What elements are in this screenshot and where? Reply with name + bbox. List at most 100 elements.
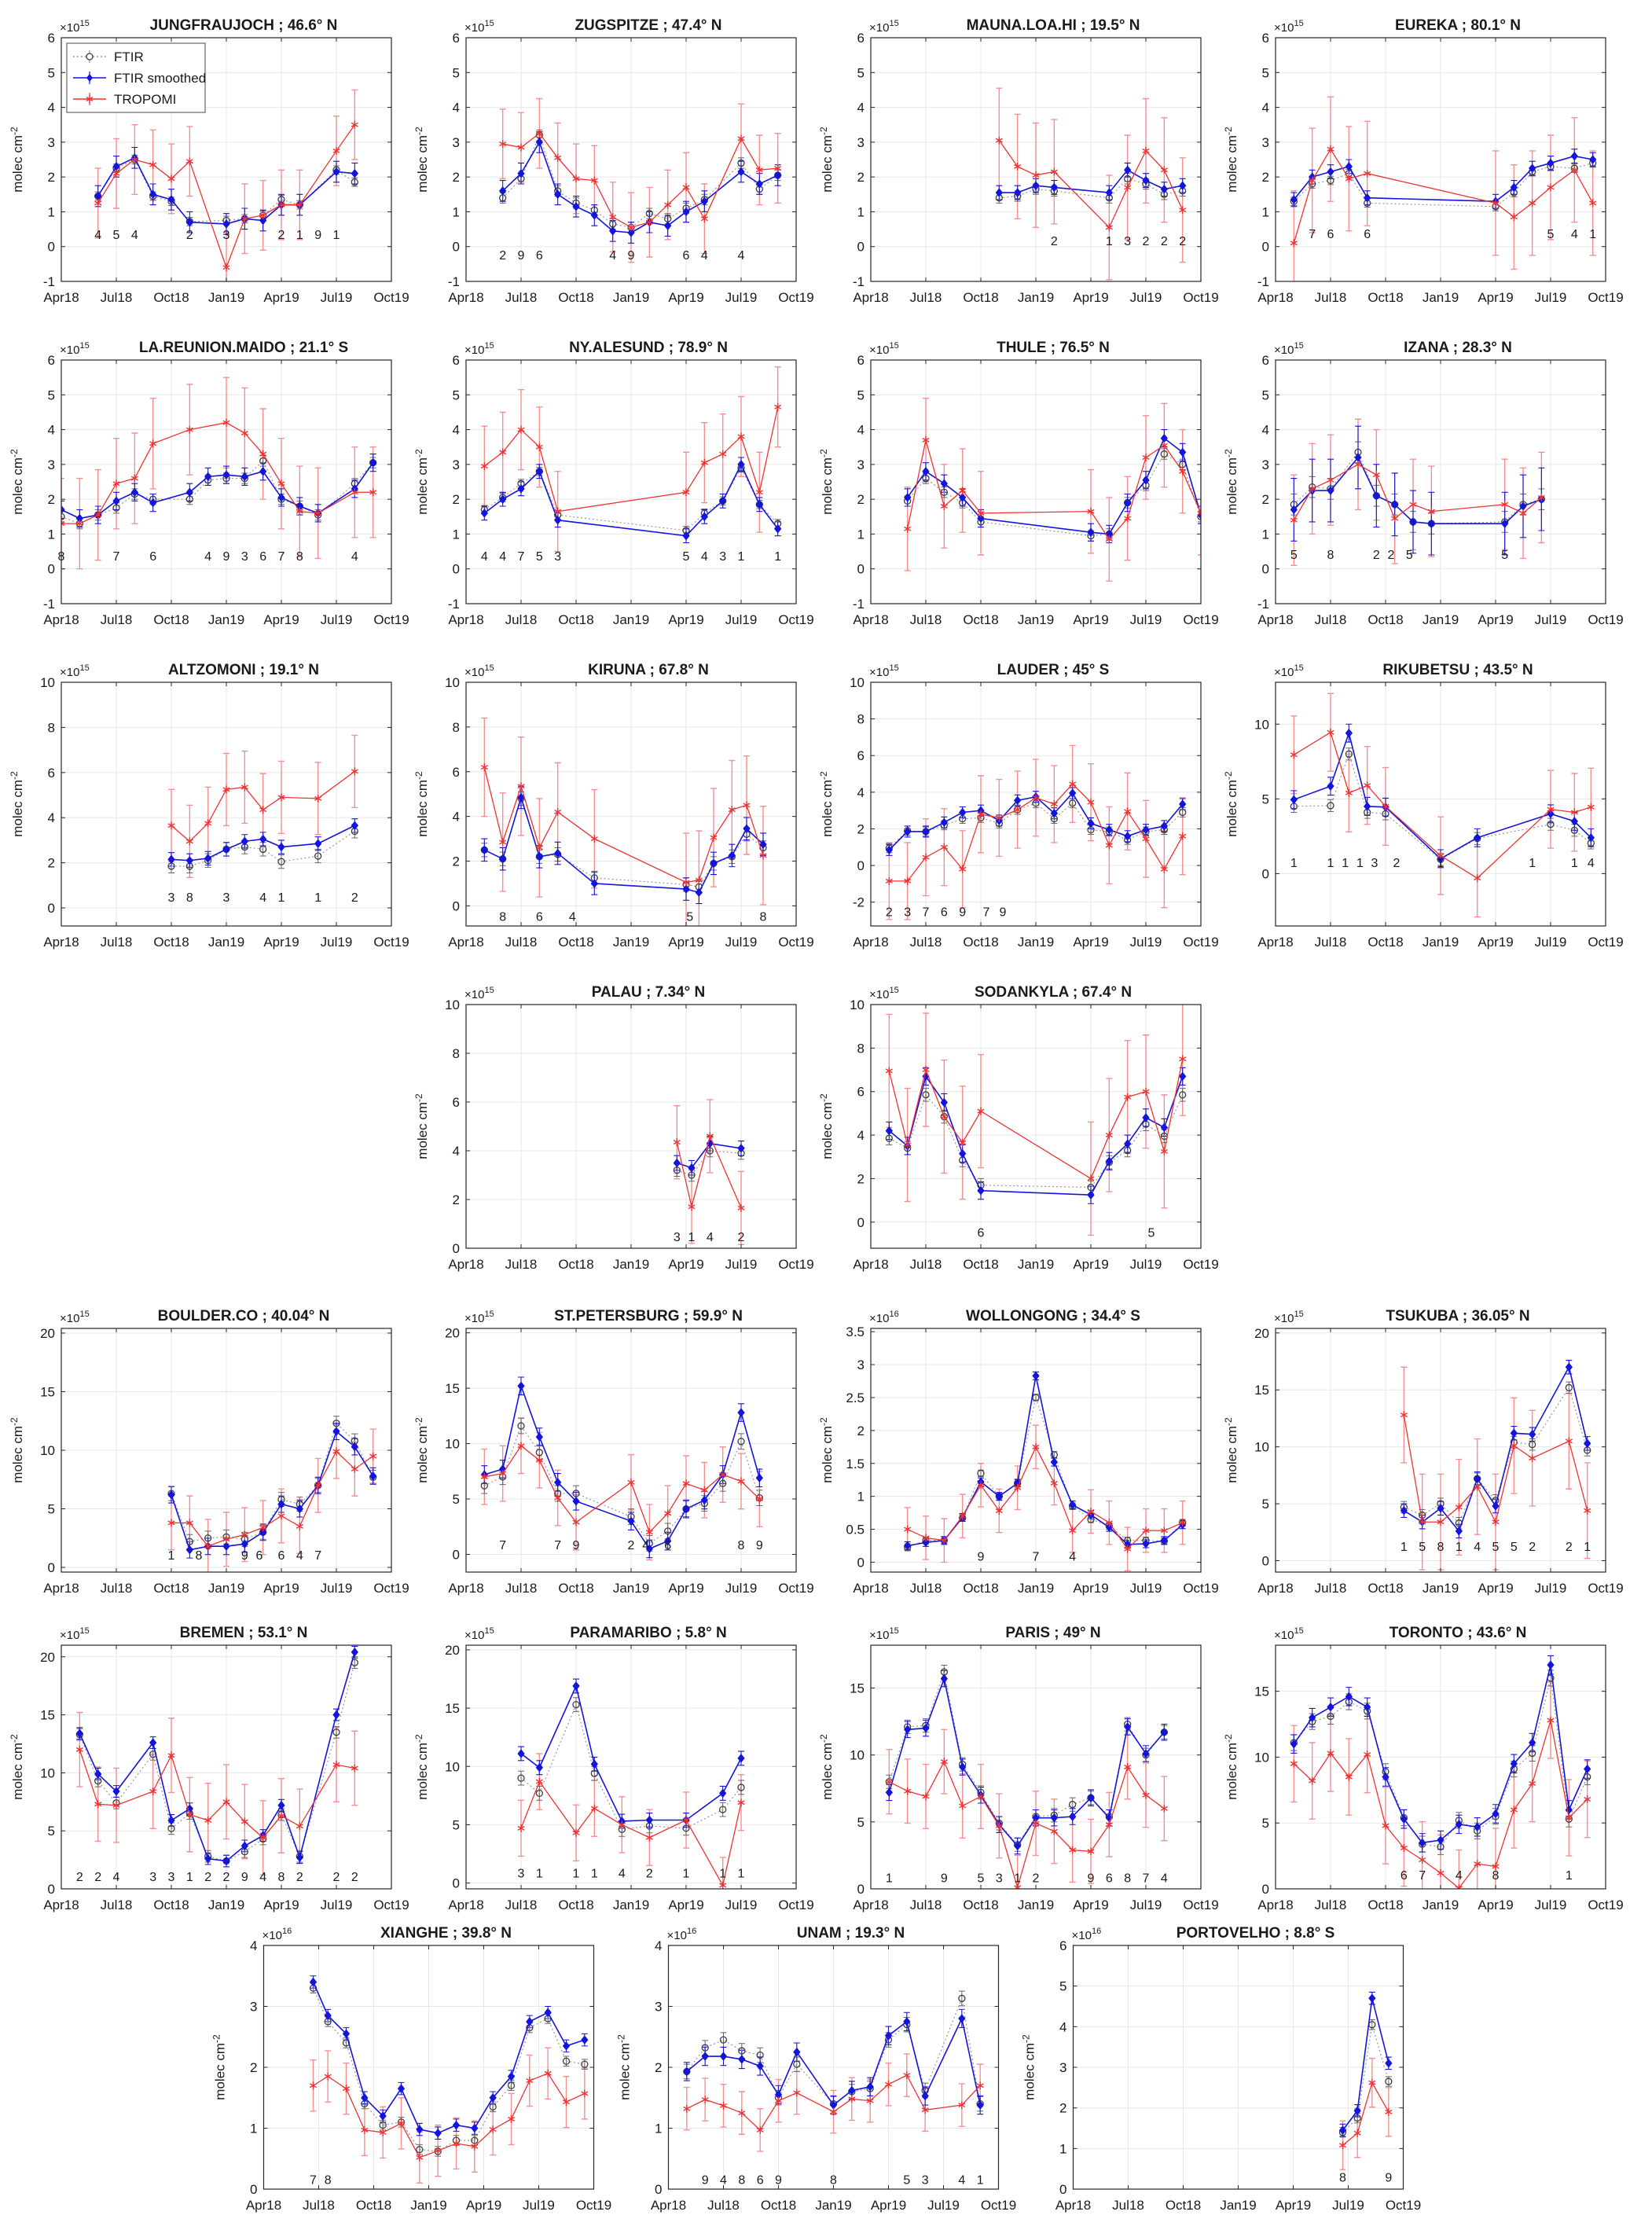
svg-text:4: 4 bbox=[707, 1231, 714, 1244]
svg-text:5: 5 bbox=[536, 550, 543, 564]
asterisk-markers bbox=[885, 1055, 1187, 1183]
svg-text:2: 2 bbox=[646, 1868, 653, 1881]
svg-text:0: 0 bbox=[48, 240, 55, 255]
svg-text:Oct18: Oct18 bbox=[153, 290, 189, 305]
svg-text:0: 0 bbox=[453, 898, 460, 913]
svg-text:5: 5 bbox=[48, 388, 55, 402]
asterisk-markers bbox=[75, 1745, 358, 1842]
svg-text:0: 0 bbox=[1262, 562, 1269, 577]
svg-text:7: 7 bbox=[1309, 228, 1316, 241]
svg-text:7: 7 bbox=[554, 1539, 561, 1552]
error-bars bbox=[310, 1982, 588, 2157]
plot-area bbox=[1290, 1655, 1591, 1889]
axes: Apr18 Jul18 Oct18 Jan19 Apr19 Jul19 Oct19-1012… bbox=[43, 31, 409, 305]
svg-text:Apr19: Apr19 bbox=[668, 1257, 703, 1272]
axes: Apr18 Jul18 Oct18 Jan19 Apr19 Jul19 Oct19 0 5 10 1… bbox=[1254, 1644, 1624, 1912]
svg-text:9: 9 bbox=[959, 906, 966, 920]
svg-text:Apr18: Apr18 bbox=[853, 1581, 888, 1596]
svg-text:5: 5 bbox=[113, 229, 120, 242]
svg-text:Apr18: Apr18 bbox=[43, 290, 79, 305]
svg-text:3: 3 bbox=[1371, 857, 1379, 870]
svg-text:8: 8 bbox=[857, 712, 865, 727]
svg-text:1: 1 bbox=[536, 1868, 543, 1881]
svg-text:2: 2 bbox=[1059, 2101, 1066, 2116]
subplot-title: TORONTO ; 43.6° N bbox=[1390, 1625, 1527, 1641]
svg-text:Jul19: Jul19 bbox=[927, 2198, 960, 2213]
svg-text:Jan19: Jan19 bbox=[1018, 1257, 1054, 1272]
svg-text:6: 6 bbox=[259, 550, 266, 564]
svg-text:10: 10 bbox=[445, 675, 460, 690]
svg-text:1: 1 bbox=[857, 1490, 865, 1504]
svg-text:-1: -1 bbox=[1257, 274, 1269, 289]
error-bars bbox=[904, 1424, 1186, 1572]
svg-text:Oct18: Oct18 bbox=[963, 1581, 998, 1596]
svg-text:1: 1 bbox=[186, 1871, 193, 1884]
svg-text:3: 3 bbox=[655, 2000, 662, 2015]
svg-text:-1: -1 bbox=[1257, 597, 1269, 612]
svg-text:Oct18: Oct18 bbox=[963, 1898, 998, 1912]
axes: Apr18 Jul18 Oct18 Jan19 Apr19 Jul19 Oct19 0 1 2 3 4 bbox=[651, 1938, 1016, 2213]
y-exponent: ×1015 bbox=[60, 1310, 90, 1325]
svg-text:20: 20 bbox=[445, 1643, 460, 1658]
svg-text:4: 4 bbox=[720, 2173, 727, 2187]
svg-text:2: 2 bbox=[857, 1424, 865, 1438]
svg-text:Oct18: Oct18 bbox=[1367, 1898, 1403, 1912]
svg-text:1: 1 bbox=[683, 1868, 690, 1881]
axes: Apr18 Jul18 Oct18 Jan19 Apr19 Jul19 Oct19 0 5 10 1… bbox=[445, 1326, 814, 1596]
svg-text:1: 1 bbox=[250, 2122, 257, 2136]
plot-area bbox=[904, 398, 1201, 582]
svg-text:5: 5 bbox=[1511, 1541, 1518, 1554]
svg-text:9: 9 bbox=[628, 249, 635, 263]
svg-text:3: 3 bbox=[922, 2173, 929, 2187]
error-bars bbox=[76, 1711, 358, 1875]
subplot-title: BREMEN ; 53.1° N bbox=[180, 1625, 308, 1641]
svg-text:2: 2 bbox=[48, 170, 55, 185]
svg-text:Oct18: Oct18 bbox=[558, 1257, 593, 1272]
y-exponent: ×1015 bbox=[464, 663, 494, 679]
svg-text:9: 9 bbox=[314, 229, 321, 242]
axes: Apr18 Jul18 Oct18 Jan19 Apr19 Jul19 Oct19 0 5 10 1… bbox=[40, 1326, 409, 1596]
svg-text:10: 10 bbox=[1254, 717, 1269, 732]
error-bars bbox=[61, 454, 376, 528]
svg-text:3: 3 bbox=[1059, 2060, 1066, 2075]
plot-area bbox=[885, 1005, 1187, 1236]
svg-text:0: 0 bbox=[857, 240, 865, 255]
axes: Apr18 Jul18 Oct18 Jan19 Apr19 Jul19 Oct19 0 1 2 3 4… bbox=[1055, 1938, 1421, 2213]
svg-text:8: 8 bbox=[325, 2173, 332, 2187]
svg-text:1.5: 1.5 bbox=[846, 1457, 865, 1471]
svg-text:10: 10 bbox=[850, 1748, 865, 1763]
svg-text:3: 3 bbox=[453, 457, 460, 472]
svg-text:Jan19: Jan19 bbox=[410, 2198, 446, 2213]
plot-area bbox=[673, 1099, 745, 1246]
svg-text:15: 15 bbox=[40, 1708, 55, 1723]
svg-text:Oct18: Oct18 bbox=[1367, 612, 1403, 627]
error-bars bbox=[61, 455, 376, 530]
svg-text:Apr19: Apr19 bbox=[1276, 2198, 1311, 2213]
asterisk-markers bbox=[885, 1758, 1168, 1889]
open-circle-markers bbox=[499, 131, 782, 232]
subplot-title: WOLLONGONG ; 34.4° S bbox=[966, 1308, 1140, 1324]
svg-text:9: 9 bbox=[223, 550, 230, 564]
y-exponent: ×1015 bbox=[464, 1310, 494, 1325]
svg-text:7: 7 bbox=[1143, 1872, 1150, 1885]
svg-text:Oct18: Oct18 bbox=[153, 935, 189, 950]
svg-text:0: 0 bbox=[453, 562, 460, 577]
svg-text:1: 1 bbox=[977, 2173, 984, 2187]
svg-text:1: 1 bbox=[48, 204, 55, 219]
svg-text:Oct19: Oct19 bbox=[778, 1257, 813, 1272]
svg-text:Apr19: Apr19 bbox=[263, 1898, 299, 1912]
svg-text:0: 0 bbox=[250, 2182, 257, 2197]
svg-text:Oct18: Oct18 bbox=[963, 612, 998, 627]
filled-diamond-markers bbox=[683, 2014, 984, 2110]
error-bars bbox=[499, 97, 781, 263]
svg-text:Jul18: Jul18 bbox=[910, 612, 942, 627]
y-exponent: ×1015 bbox=[1274, 1626, 1304, 1642]
svg-text:0.5: 0.5 bbox=[846, 1523, 865, 1537]
svg-text:2: 2 bbox=[1262, 170, 1269, 185]
